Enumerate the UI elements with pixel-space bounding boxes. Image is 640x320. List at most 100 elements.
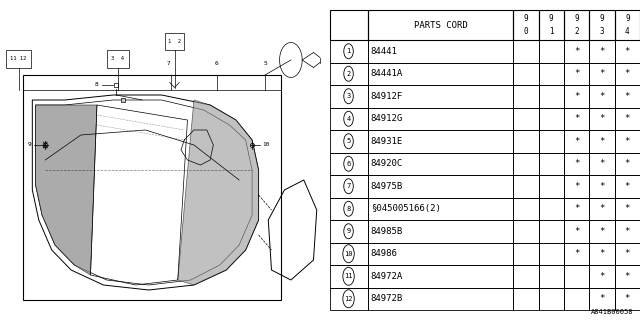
Bar: [614, 153, 640, 175]
Bar: [513, 40, 539, 62]
Bar: [614, 130, 640, 153]
Bar: [22, 75, 281, 300]
Bar: [589, 85, 614, 108]
Text: *: *: [625, 272, 630, 281]
Text: *: *: [574, 69, 579, 78]
Text: 8: 8: [346, 206, 351, 212]
Bar: [564, 265, 589, 287]
Bar: [330, 153, 367, 175]
Text: 1  2: 1 2: [168, 39, 181, 44]
Text: 84912F: 84912F: [371, 92, 403, 101]
Bar: [589, 40, 614, 62]
Bar: [589, 10, 614, 40]
Text: 12: 12: [344, 296, 353, 302]
Bar: [330, 62, 367, 85]
Bar: [589, 220, 614, 243]
Bar: [564, 153, 589, 175]
Bar: [367, 40, 513, 62]
Bar: [564, 40, 589, 62]
Bar: [513, 108, 539, 130]
Bar: [564, 130, 589, 153]
Bar: [614, 287, 640, 310]
Text: 11: 11: [344, 273, 353, 279]
Text: A841B00058: A841B00058: [591, 309, 634, 315]
Bar: [564, 287, 589, 310]
Bar: [539, 287, 564, 310]
Bar: [513, 220, 539, 243]
Text: *: *: [599, 294, 605, 303]
Text: 5: 5: [346, 138, 351, 144]
Bar: [564, 197, 589, 220]
Text: *: *: [625, 159, 630, 168]
Bar: [589, 175, 614, 197]
Text: 2: 2: [574, 27, 579, 36]
Bar: [367, 220, 513, 243]
Text: 2: 2: [346, 71, 351, 77]
Bar: [589, 197, 614, 220]
Text: *: *: [574, 227, 579, 236]
Bar: [367, 130, 513, 153]
Text: *: *: [625, 92, 630, 101]
Bar: [564, 108, 589, 130]
Bar: [367, 153, 513, 175]
Bar: [614, 265, 640, 287]
Bar: [564, 175, 589, 197]
Bar: [564, 62, 589, 85]
Bar: [589, 108, 614, 130]
Text: 3: 3: [346, 93, 351, 99]
Text: *: *: [599, 92, 605, 101]
Text: *: *: [599, 182, 605, 191]
Text: 6: 6: [214, 61, 218, 66]
Text: *: *: [574, 137, 579, 146]
Bar: [367, 265, 513, 287]
Bar: [367, 62, 513, 85]
Text: *: *: [625, 137, 630, 146]
Text: 10: 10: [344, 251, 353, 257]
Text: *: *: [625, 294, 630, 303]
Text: *: *: [625, 69, 630, 78]
Text: *: *: [574, 182, 579, 191]
Bar: [107, 50, 129, 68]
Bar: [330, 108, 367, 130]
Bar: [330, 287, 367, 310]
Bar: [614, 85, 640, 108]
Text: 84985B: 84985B: [371, 227, 403, 236]
Bar: [539, 265, 564, 287]
Text: *: *: [625, 249, 630, 258]
Text: 84972B: 84972B: [371, 294, 403, 303]
Text: *: *: [625, 114, 630, 123]
Bar: [513, 153, 539, 175]
Text: *: *: [599, 272, 605, 281]
Text: 0: 0: [524, 27, 528, 36]
Text: 84920C: 84920C: [371, 159, 403, 168]
Text: 84912G: 84912G: [371, 114, 403, 123]
Bar: [330, 130, 367, 153]
Polygon shape: [178, 100, 259, 285]
Bar: [589, 153, 614, 175]
Text: 84975B: 84975B: [371, 182, 403, 191]
Text: PARTS CORD: PARTS CORD: [413, 20, 467, 29]
Text: 4: 4: [346, 116, 351, 122]
Bar: [367, 243, 513, 265]
Bar: [513, 10, 539, 40]
Text: *: *: [599, 227, 605, 236]
Text: *: *: [574, 114, 579, 123]
Text: 9: 9: [524, 14, 528, 23]
Bar: [539, 108, 564, 130]
Bar: [539, 153, 564, 175]
Text: 9: 9: [549, 14, 554, 23]
Text: §045005166(2): §045005166(2): [371, 204, 440, 213]
Text: *: *: [625, 182, 630, 191]
Bar: [367, 287, 513, 310]
Text: *: *: [625, 47, 630, 56]
Bar: [6, 50, 31, 68]
Text: *: *: [599, 69, 605, 78]
Text: 5: 5: [263, 61, 267, 66]
Bar: [589, 287, 614, 310]
Text: *: *: [625, 227, 630, 236]
Bar: [614, 108, 640, 130]
Bar: [564, 243, 589, 265]
Text: 84972A: 84972A: [371, 272, 403, 281]
Polygon shape: [36, 105, 97, 275]
Bar: [614, 197, 640, 220]
